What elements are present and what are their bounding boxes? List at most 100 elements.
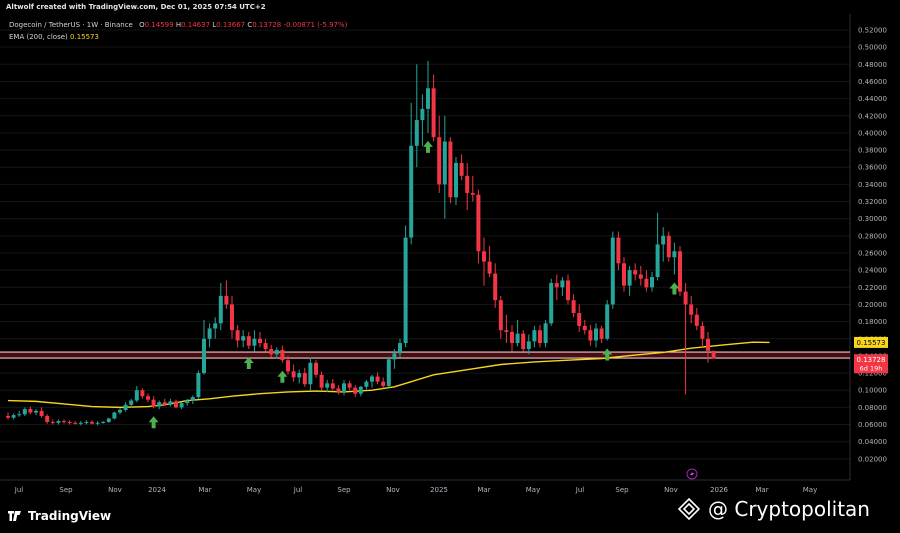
candle-body (672, 251, 677, 258)
buy-arrow-icon (277, 370, 288, 383)
x-tick-label: Jul (293, 486, 303, 494)
candle (644, 270, 649, 292)
candle-body (633, 270, 638, 275)
candle (582, 319, 587, 335)
candle (67, 420, 72, 425)
candle (168, 398, 173, 407)
candle-body (577, 313, 582, 326)
x-tick-label: 2026 (710, 486, 728, 494)
candle-body (515, 333, 520, 344)
ohlc-change: -0.00871 (-5.97%) (283, 21, 348, 29)
candle-body (258, 338, 262, 344)
candle-body (582, 325, 587, 331)
candle-body (588, 330, 593, 341)
candle (482, 237, 486, 286)
candle-body (482, 251, 486, 262)
candle (342, 379, 346, 396)
candle-body (84, 421, 89, 423)
candle (269, 344, 274, 358)
candle-body (616, 237, 621, 264)
candle (414, 64, 419, 168)
candle-body (179, 403, 184, 408)
candle-body (347, 383, 352, 388)
candle-body (140, 390, 145, 397)
candle-body (6, 415, 10, 418)
ohlc-high-label: H (175, 21, 182, 29)
candle (470, 175, 475, 202)
candle-body (235, 330, 240, 341)
candle-body (230, 304, 234, 331)
candle (655, 212, 660, 281)
candle-body (599, 328, 604, 339)
candle (493, 263, 498, 308)
candle-body (650, 277, 654, 288)
candle (566, 274, 570, 305)
candle (78, 421, 83, 426)
buy-arrow-icon (148, 416, 159, 429)
ema-label: EMA (200, close) (9, 33, 68, 41)
candle (207, 323, 212, 348)
candle (50, 419, 55, 425)
y-tick-label: 0.06000 (858, 421, 887, 429)
candle-body (554, 283, 559, 288)
x-tick-label: 2024 (148, 486, 166, 494)
buy-arrow-icon (669, 282, 680, 295)
candle-body (28, 409, 33, 413)
candle-body (700, 325, 705, 339)
candle (39, 407, 44, 418)
candle-body (291, 371, 296, 378)
candle (375, 372, 380, 385)
candle (605, 300, 610, 341)
candle (678, 246, 682, 296)
candle (577, 304, 582, 332)
candle-body (134, 390, 139, 401)
candle (448, 137, 453, 204)
candle-body (62, 421, 66, 423)
candle-body (246, 336, 251, 346)
candle-body (224, 295, 229, 305)
candle (286, 355, 290, 375)
candle (347, 380, 352, 391)
candle (594, 323, 598, 348)
candle-body (118, 409, 122, 413)
candle-body (207, 328, 212, 339)
x-tick-label: May (803, 486, 817, 494)
candle-body (45, 415, 50, 422)
ohlc-open-label: O (139, 21, 145, 29)
candle-body (101, 421, 106, 423)
candle-body (185, 400, 190, 404)
candle-body (157, 402, 162, 407)
y-tick-label: 0.36000 (858, 164, 887, 172)
y-tick-label: 0.46000 (858, 78, 887, 86)
candle-body (560, 280, 565, 288)
candle (538, 325, 542, 348)
candle (694, 307, 699, 331)
candle (622, 257, 626, 292)
candle-body (532, 330, 537, 342)
candle (129, 398, 134, 408)
candle (364, 379, 369, 390)
candle-body (213, 323, 218, 329)
candle-body (526, 341, 531, 350)
candle-body (364, 381, 369, 387)
cryptopolitan-logo-text: @ Cryptopolitan (708, 497, 870, 521)
candle (112, 411, 117, 420)
x-tick-label: May (526, 486, 540, 494)
candle-body (627, 270, 632, 286)
candle-body (711, 350, 716, 359)
candle-body (297, 373, 302, 378)
tradingview-logo-text: TradingView (28, 509, 112, 523)
candle-body (504, 330, 509, 332)
candle-body (174, 401, 178, 408)
candle-body (106, 418, 111, 422)
y-tick-label: 0.30000 (858, 215, 887, 223)
candle-body (448, 141, 453, 198)
candle-body (280, 349, 285, 361)
candle (465, 162, 470, 211)
event-marker-icon (686, 468, 698, 480)
y-tick-label: 0.26000 (858, 250, 887, 258)
candle (627, 265, 632, 296)
candle-body (202, 338, 206, 374)
x-tick-label: Jul (14, 486, 24, 494)
